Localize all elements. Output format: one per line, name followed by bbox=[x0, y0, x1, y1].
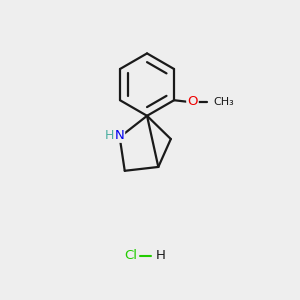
Text: O: O bbox=[187, 95, 198, 108]
Text: Cl: Cl bbox=[124, 249, 137, 262]
Text: H: H bbox=[155, 249, 165, 262]
Text: CH₃: CH₃ bbox=[213, 97, 234, 107]
Text: H: H bbox=[105, 129, 114, 142]
Text: N: N bbox=[115, 129, 124, 142]
